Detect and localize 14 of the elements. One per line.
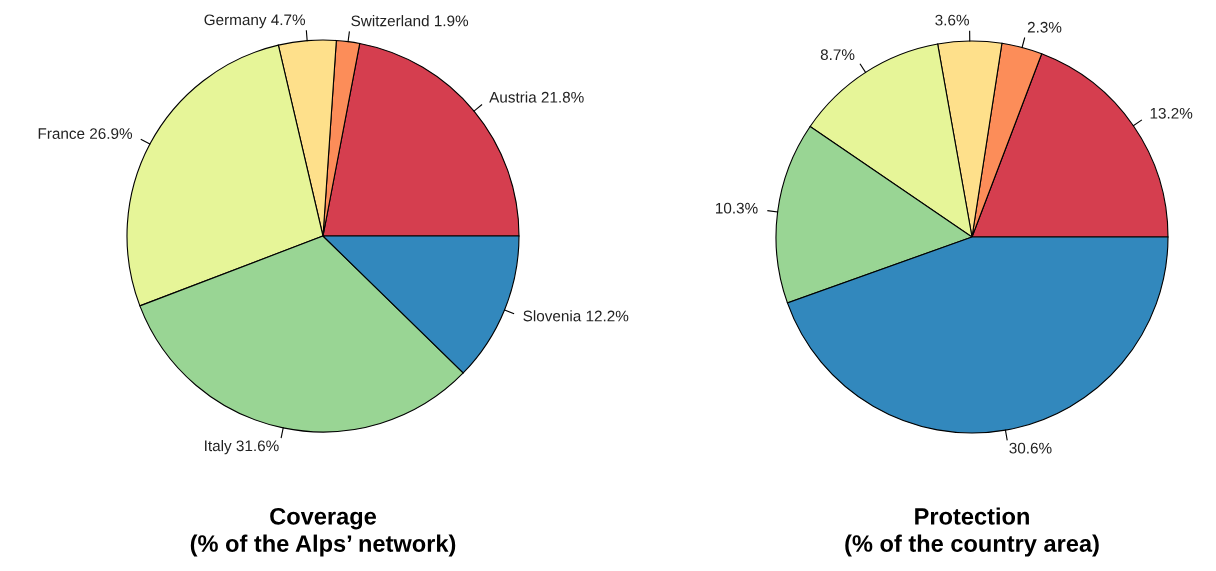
slice-label: Italy 31.6% xyxy=(205,439,279,455)
data-label: 13.2% xyxy=(1150,107,1193,119)
data-label: 3.6% xyxy=(935,14,969,26)
slice-label: Switzerland 1.9% xyxy=(351,15,469,27)
slice-label: Austria 21.8% xyxy=(489,91,584,103)
slice-label: Slovenia 12.2% xyxy=(523,310,629,322)
slice-label: France 26.9% xyxy=(38,128,133,139)
text: Coverage (% of the Alps’ network) xyxy=(190,507,456,557)
text: Protection (% of the country area) xyxy=(845,507,1099,557)
data-label: 10.3% xyxy=(716,202,758,214)
data-label: 30.6% xyxy=(1009,442,1052,454)
data-label: 2.3% xyxy=(1027,21,1062,33)
data-label: 8.7% xyxy=(820,49,855,61)
slice-label: Germany 4.7% xyxy=(204,14,306,29)
